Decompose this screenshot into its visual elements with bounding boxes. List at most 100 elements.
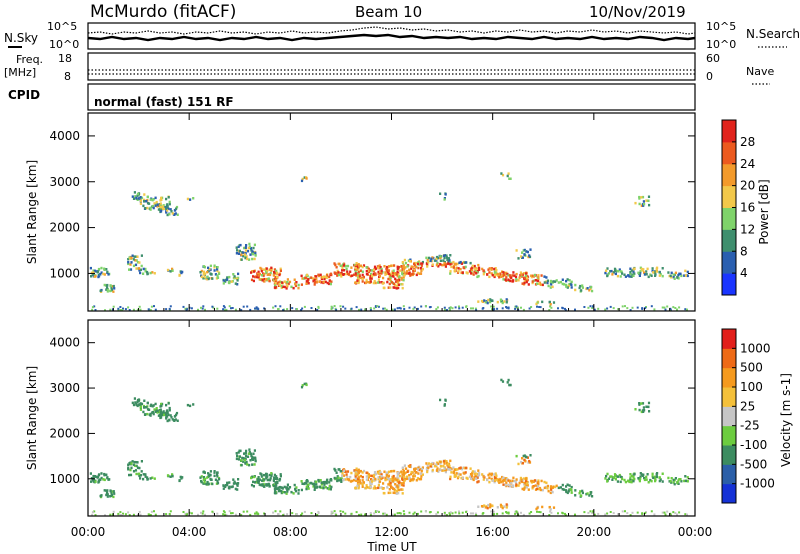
echo-cell: [538, 511, 541, 513]
echo-cell: [192, 197, 195, 200]
echo-cell: [397, 283, 400, 286]
echo-cell: [350, 307, 353, 310]
echo-cell: [507, 278, 510, 281]
echo-cell: [253, 243, 256, 247]
echo-cell: [168, 406, 171, 410]
echo-cell: [222, 487, 225, 490]
echo-cell: [336, 269, 339, 273]
echo-cell: [192, 403, 195, 406]
echo-cell: [344, 307, 347, 310]
echo-cell: [136, 308, 139, 311]
echo-cell: [515, 454, 518, 458]
echo-cell: [142, 198, 146, 202]
cpid-panel: CPID normal (fast) 151 RF: [8, 83, 696, 111]
echo-cell: [276, 481, 279, 484]
echo-cell: [354, 270, 357, 273]
echo-cell: [133, 255, 136, 258]
echo-cell: [109, 284, 112, 287]
echo-cell: [543, 281, 546, 284]
echo-cell: [300, 514, 303, 516]
echo-cell: [539, 511, 542, 514]
echo-cell: [492, 510, 495, 513]
echo-cell: [445, 309, 448, 311]
echo-cell: [525, 484, 528, 488]
echo-cell: [225, 513, 228, 516]
echo-cell: [416, 512, 419, 515]
echo-cell: [236, 454, 239, 458]
echo-cell: [132, 403, 136, 407]
echo-cell: [313, 283, 316, 286]
echo-cell: [286, 278, 289, 281]
echo-cell: [431, 468, 434, 472]
echo-cell: [349, 475, 352, 479]
echo-cell: [677, 277, 680, 280]
echo-cell: [253, 449, 256, 452]
echo-cell: [336, 274, 339, 277]
echo-cell: [444, 263, 447, 266]
echo-cell: [207, 472, 210, 475]
echo-cell: [581, 489, 584, 493]
echo-cell: [393, 264, 396, 267]
echo-cell: [449, 308, 451, 311]
echo-cell: [541, 300, 544, 304]
echo-cell: [222, 282, 225, 285]
echo-cell: [186, 197, 189, 201]
echo-cell: [408, 272, 411, 275]
echo-cell: [341, 266, 344, 270]
echo-cell: [389, 274, 392, 277]
echo-cell: [403, 513, 406, 515]
echo-cell: [489, 503, 492, 506]
echo-cell: [387, 483, 390, 486]
echo-cell: [147, 308, 150, 311]
echo-cell: [325, 479, 329, 483]
echo-cell: [367, 474, 370, 478]
echo-cell: [528, 459, 531, 463]
echo-cell: [372, 474, 376, 477]
echo-cell: [197, 308, 199, 311]
echo-cell: [408, 268, 411, 272]
echo-cell: [382, 512, 385, 515]
echo-cell: [350, 471, 353, 475]
echo-cell: [303, 382, 306, 386]
echo-cell: [403, 464, 406, 467]
echo-cell: [661, 274, 664, 278]
echo-cell: [480, 505, 484, 508]
echo-cell: [389, 278, 392, 282]
echo-cell: [200, 275, 203, 279]
echo-cell: [488, 476, 491, 480]
echo-cell: [140, 254, 143, 257]
echo-cell: [609, 511, 612, 513]
echo-cell: [185, 308, 188, 311]
echo-cell: [549, 281, 552, 285]
x-tick-label: 04:00: [172, 525, 207, 539]
echo-cell: [136, 398, 140, 402]
echo-cell: [502, 271, 505, 274]
echo-cell: [559, 280, 562, 284]
echo-cell: [139, 308, 142, 311]
echo-cell: [373, 471, 377, 474]
echo-cell: [550, 283, 553, 286]
echo-cell: [425, 462, 428, 465]
echo-cell: [436, 306, 439, 309]
echo-cell: [236, 283, 239, 286]
echo-cell: [537, 279, 540, 283]
echo-cell: [381, 487, 384, 490]
echo-cell: [535, 302, 538, 306]
echo-cell: [367, 486, 370, 489]
echo-cell: [472, 478, 475, 482]
x-tick-label: 00:00: [71, 525, 106, 539]
echo-cell: [396, 484, 399, 487]
echo-cell: [328, 275, 331, 279]
echo-cell: [270, 474, 273, 478]
echo-cell: [420, 264, 423, 267]
x-tick-label: 00:00: [678, 525, 713, 539]
echo-cell: [354, 266, 357, 270]
echo-cell: [651, 269, 654, 273]
echo-cell: [383, 512, 386, 515]
echo-cell: [109, 308, 112, 311]
echo-cell: [286, 280, 289, 284]
echo-cell: [392, 474, 395, 478]
echo-cell: [342, 469, 345, 472]
echo-cell: [678, 511, 681, 514]
echo-cell: [647, 405, 650, 409]
